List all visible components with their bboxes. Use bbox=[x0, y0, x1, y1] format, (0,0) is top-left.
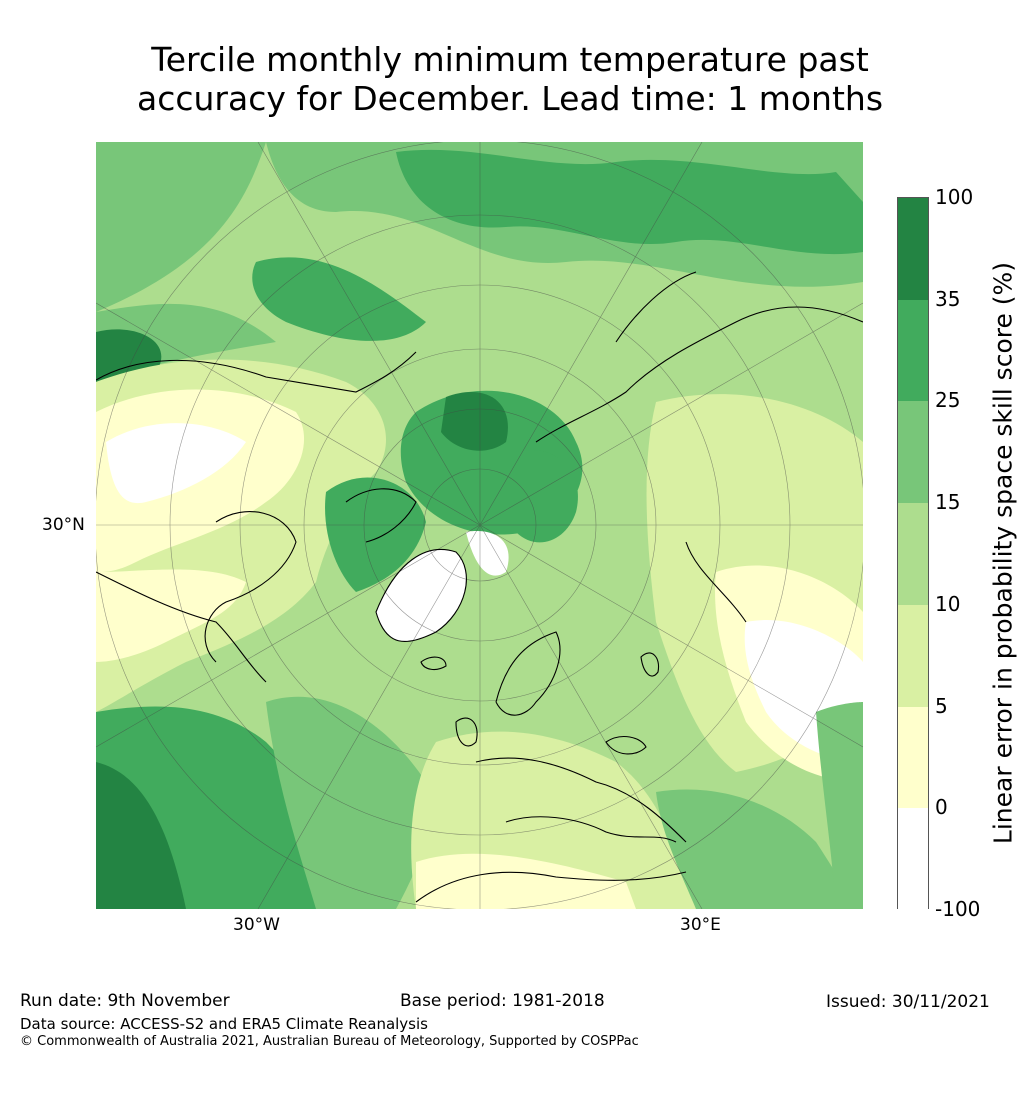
colorbar-tick-label: 0 bbox=[935, 795, 948, 820]
coastline-north-america-east bbox=[96, 571, 267, 683]
data-source: Data source: ACCESS-S2 and ERA5 Climate … bbox=[20, 1015, 428, 1033]
colorbar-bin bbox=[898, 604, 928, 707]
lat-label-30n: 30°N bbox=[42, 515, 85, 535]
graticule-meridian-a bbox=[257, 524, 481, 909]
coastline-kamchatka bbox=[615, 271, 697, 343]
region-top-dark bbox=[396, 149, 863, 255]
coastline-caspian bbox=[640, 652, 660, 677]
chart-title: Tercile monthly minimum temperature past… bbox=[0, 40, 1020, 118]
colorbar-bin bbox=[898, 401, 928, 504]
coastline-greenland bbox=[375, 548, 467, 643]
region-pole-white bbox=[466, 531, 509, 576]
coastline-hudson bbox=[204, 511, 297, 663]
graticule-meridian-c bbox=[257, 142, 481, 526]
colorbar-label: Linear error in probability space skill … bbox=[988, 261, 1018, 845]
colorbar-bin bbox=[898, 706, 928, 809]
colorbar-tick-label: 10 bbox=[935, 591, 961, 616]
region-siberia-dark bbox=[516, 450, 578, 543]
graticule-meridian-b bbox=[479, 524, 703, 909]
colorbar bbox=[897, 197, 929, 910]
run-date: Run date: 9th November bbox=[20, 991, 230, 1011]
colorbar-tick-label: 15 bbox=[935, 490, 961, 515]
coastline-europe bbox=[475, 757, 687, 843]
coastline-british-isles bbox=[455, 717, 478, 747]
coastline-asia-east bbox=[685, 541, 747, 623]
skill-score-map bbox=[96, 142, 863, 909]
region-north-atlantic bbox=[252, 257, 426, 341]
region-pacific-dark bbox=[96, 762, 186, 909]
copyright: © Commonwealth of Australia 2021, Austra… bbox=[20, 1034, 639, 1049]
colorbar-tick-label: -100 bbox=[935, 897, 981, 921]
coastlines bbox=[96, 271, 863, 903]
title-line-1: Tercile monthly minimum temperature past bbox=[151, 40, 869, 79]
colorbar-bin bbox=[898, 808, 928, 910]
colorbar-tick-label: 5 bbox=[935, 693, 948, 718]
colorbar-tick-label: 35 bbox=[935, 286, 961, 311]
graticule-meridian-f bbox=[479, 302, 863, 526]
issued-date: Issued: 30/11/2021 bbox=[826, 992, 990, 1012]
region-africa-pale bbox=[416, 853, 636, 909]
coastline-canada-arctic bbox=[345, 488, 417, 543]
colorbar-tick-label: 25 bbox=[935, 388, 961, 413]
graticule-meridian-d bbox=[479, 142, 703, 526]
colorbar-bin bbox=[898, 503, 928, 605]
region-atlantic-mid bbox=[266, 696, 429, 909]
region-arctic-darkest bbox=[441, 392, 508, 451]
colorbar-tick-label: 100 bbox=[935, 185, 974, 209]
coastline-scandinavia bbox=[495, 631, 561, 716]
region-na-south bbox=[96, 569, 246, 662]
colorbar-bin bbox=[898, 299, 928, 402]
title-line-2: accuracy for December. Lead time: 1 mont… bbox=[136, 79, 884, 118]
graticule-meridian-h bbox=[479, 524, 863, 748]
region-east-edge bbox=[816, 702, 863, 909]
lon-label-30w: 30°W bbox=[233, 915, 280, 935]
coastline-alaska bbox=[96, 351, 417, 393]
region-canada-arctic bbox=[325, 477, 426, 592]
coastline-siberia bbox=[535, 306, 863, 443]
coastline-iceland bbox=[420, 656, 447, 671]
colorbar-bin bbox=[898, 198, 928, 300]
region-mideast-green bbox=[656, 789, 863, 909]
graticule-meridian-e bbox=[96, 302, 481, 526]
lon-label-30e: 30°E bbox=[680, 915, 721, 935]
coastline-black-sea bbox=[605, 736, 647, 755]
base-period: Base period: 1981-2018 bbox=[400, 991, 605, 1011]
coastline-mediterranean bbox=[505, 816, 677, 843]
region-top-left bbox=[96, 142, 266, 312]
coastline-africa-north bbox=[415, 871, 687, 903]
graticule bbox=[96, 142, 863, 909]
graticule-meridian-g bbox=[96, 524, 481, 748]
